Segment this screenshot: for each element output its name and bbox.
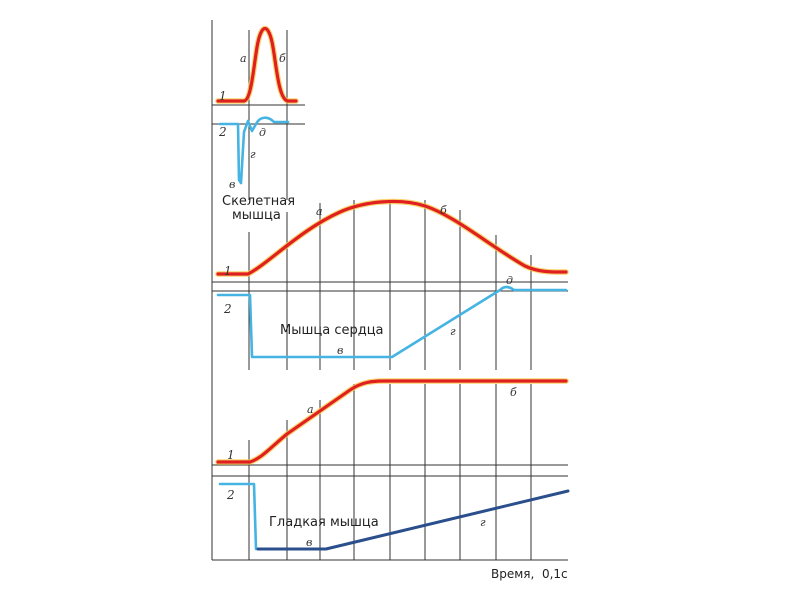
skeletal-curve2-number: 2 (218, 125, 227, 139)
smooth-curve1-number: 1 (227, 448, 235, 462)
skeletal-excitability-curve (218, 116, 290, 185)
skeletal-label-d: д (259, 126, 266, 139)
smooth-label-v: в (306, 536, 312, 549)
heart-label-v: в (337, 344, 343, 357)
smooth-label-g: г (480, 516, 486, 529)
smooth-excitability-curve (256, 489, 570, 551)
skeletal-caption-line1: Скелетная (222, 194, 295, 209)
skeletal-curve1-number: 1 (219, 89, 227, 103)
heart-excitability-curve (216, 285, 568, 359)
heart-label-b: б (440, 204, 447, 217)
skeletal-panel: а б д г в 1 2 Скелетная мышца (212, 25, 305, 223)
smooth-panel: а б г в 1 2 Гладкая мышца (212, 378, 570, 561)
smooth-label-b: б (510, 386, 517, 399)
heart-panel: а б д г в 1 2 Мышца сердца (212, 198, 569, 370)
skeletal-contraction-curve (216, 26, 298, 103)
heart-curve2-number: 2 (223, 302, 232, 316)
smooth-curve2-number: 2 (226, 488, 235, 502)
heart-label-d: д (506, 274, 513, 287)
time-axis-label: Время, 0,1с (491, 567, 568, 581)
heart-caption: Мышца сердца (280, 323, 384, 338)
skeletal-label-b: б (279, 52, 286, 65)
skeletal-label-a: а (240, 52, 247, 65)
heart-label-a: а (316, 205, 323, 218)
skeletal-label-v: в (229, 178, 235, 191)
smooth-contraction-curve (216, 379, 568, 464)
heart-label-g: г (450, 325, 456, 338)
skeletal-label-g: г (250, 148, 256, 161)
skeletal-caption-line2: мышца (232, 208, 281, 223)
smooth-label-a: а (307, 403, 314, 416)
smooth-caption: Гладкая мышца (269, 515, 379, 530)
heart-curve1-number: 1 (224, 264, 232, 278)
heart-contraction-curve (216, 199, 568, 276)
